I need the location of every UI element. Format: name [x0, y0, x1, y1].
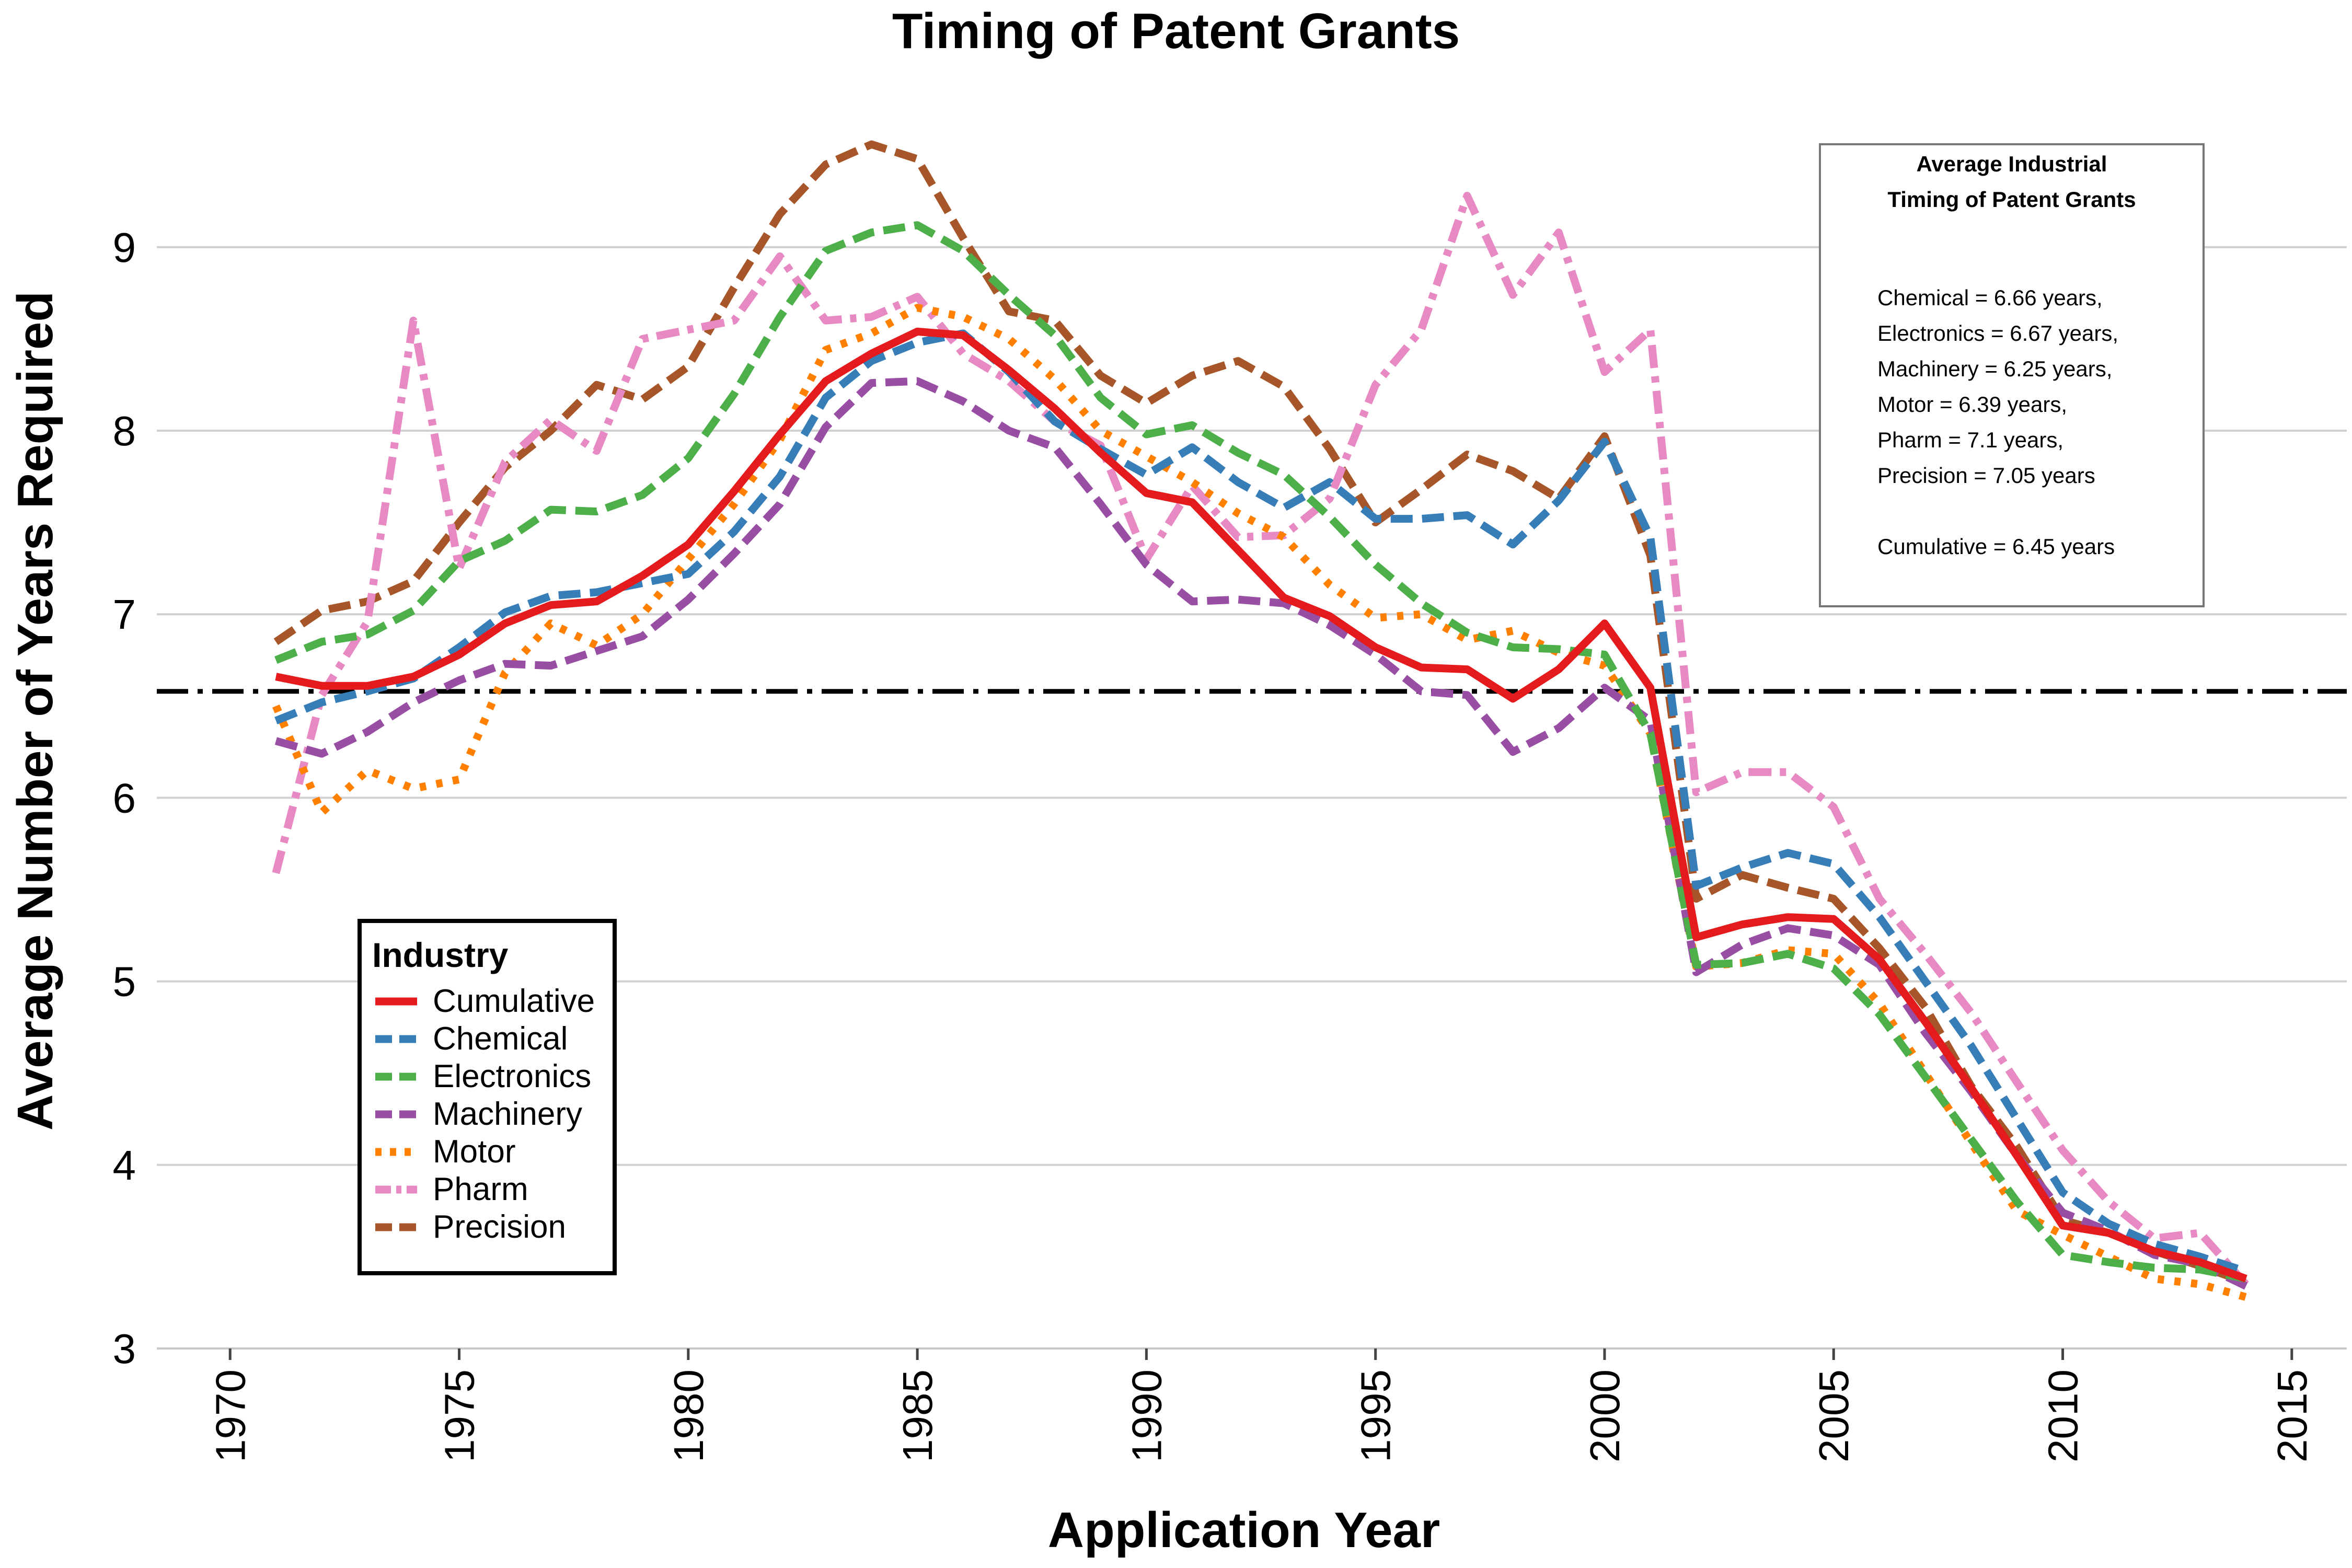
- x-tick-label: 1970: [207, 1369, 253, 1462]
- y-tick-label: 7: [113, 591, 136, 638]
- annotation-line: Electronics = 6.67 years,: [1877, 321, 2118, 345]
- x-tick-label: 1980: [665, 1369, 712, 1462]
- y-axis-title: Average Number of Years Required: [7, 291, 63, 1131]
- annotation-line: Pharm = 7.1 years,: [1877, 428, 2063, 452]
- x-tick-label: 2015: [2269, 1369, 2315, 1462]
- legend-label: Pharm: [433, 1171, 528, 1207]
- series-line-chemical: [274, 329, 2247, 1275]
- x-tick-label: 2000: [1582, 1369, 1628, 1462]
- y-tick-label: 5: [113, 959, 136, 1005]
- legend-label: Machinery: [433, 1096, 582, 1132]
- series-line-cumulative: [275, 327, 2247, 1283]
- legend-label: Precision: [433, 1209, 566, 1245]
- y-tick-label: 9: [113, 224, 136, 271]
- annotation-frame: [1819, 143, 2205, 607]
- x-tick-label: 1990: [1123, 1369, 1170, 1462]
- annotation-title: Timing of Patent Grants: [1887, 187, 2136, 212]
- x-tick-label: 2010: [2040, 1369, 2086, 1462]
- series-line-pharm: [272, 192, 2249, 1287]
- legend-label: Chemical: [433, 1021, 568, 1057]
- series-lines: [272, 140, 2249, 1301]
- x-tick-label: 2005: [1811, 1369, 1857, 1462]
- legend-label: Cumulative: [433, 983, 595, 1019]
- y-tick-label: 3: [113, 1325, 136, 1372]
- legend-box: [358, 919, 617, 1275]
- annotation-title: Average Industrial: [1917, 152, 2107, 176]
- x-axis-title: Application Year: [1048, 1502, 1440, 1558]
- annotation-line: Chemical = 6.66 years,: [1877, 285, 2103, 310]
- annotation-line: Precision = 7.05 years: [1877, 463, 2095, 488]
- annotation-line: Motor = 6.39 years,: [1877, 392, 2067, 417]
- annotation-line: Cumulative = 6.45 years: [1877, 534, 2115, 559]
- legend-title: Industry: [372, 936, 509, 974]
- series-line-machinery: [274, 377, 2248, 1290]
- y-tick-label: 8: [113, 408, 136, 454]
- x-tick-label: 1985: [894, 1369, 941, 1462]
- series-line-electronics: [274, 221, 2247, 1283]
- legend: Industry CumulativeChemicalElectronicsMac…: [358, 919, 617, 1275]
- y-tick-label: 4: [113, 1142, 136, 1189]
- legend-label: Electronics: [433, 1058, 591, 1094]
- x-tick-label: 1995: [1353, 1369, 1399, 1462]
- annotation-line: Machinery = 6.25 years,: [1877, 356, 2112, 381]
- annotation-box: Average Industrial Timing of Patent Grant…: [1819, 143, 2205, 607]
- axes: 3 4 5 6 7 8 9 1970 1975 1980 1985 1990 1995 2000 2005 2…: [113, 224, 2347, 1462]
- chart-title: Timing of Patent Grants: [892, 3, 1460, 59]
- x-tick-label: 1975: [436, 1369, 483, 1462]
- series-line-precision: [273, 140, 2247, 1286]
- legend-label: Motor: [433, 1134, 515, 1170]
- y-tick-label: 6: [113, 775, 136, 821]
